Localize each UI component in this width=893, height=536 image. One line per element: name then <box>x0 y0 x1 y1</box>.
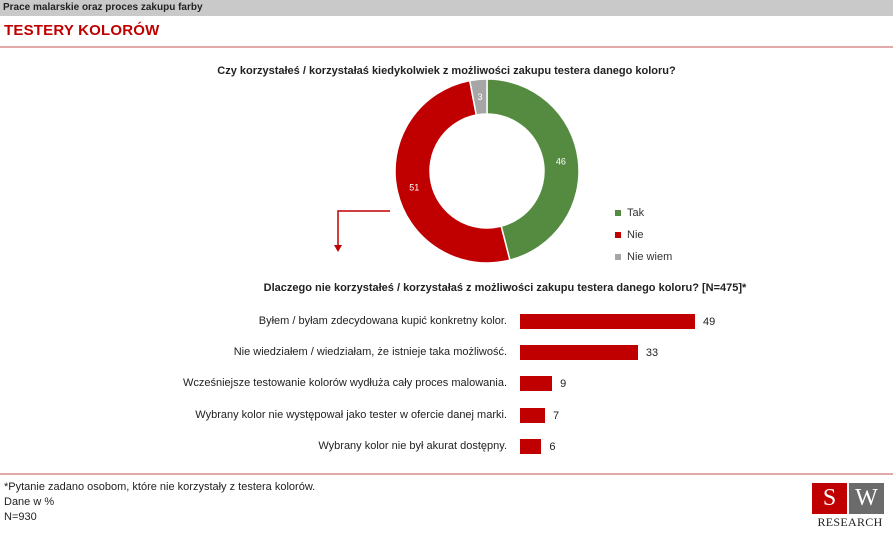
bar-question-title: Dlaczego nie korzystałeś / korzystałaś z… <box>263 282 747 294</box>
bar-value-label: 33 <box>645 347 659 359</box>
logo-text: RESEARCH <box>817 515 883 529</box>
donut-legend: Tak Nie Nie wiem <box>615 202 672 268</box>
donut-slice-nie-wiem-value-label: 3 <box>477 92 482 102</box>
donut-slice-nie <box>394 79 511 264</box>
bar-value-label: 6 <box>549 441 556 453</box>
bar-value-label: 7 <box>553 410 560 422</box>
bar-category-label: Wcześniejsze testowanie kolorów wydłuża … <box>182 377 507 389</box>
logo-letter-s: S <box>812 483 847 514</box>
sw-research-logo: S W RESEARCH <box>812 483 888 530</box>
donut-chart: 46 51 3 <box>394 78 580 264</box>
bar-value-label: 49 <box>703 316 716 328</box>
bar-row: Byłem / byłam zdecydowana kupić konkretn… <box>0 314 893 332</box>
donut-question-title: Czy korzystałeś / korzystałaś kiedykolwi… <box>217 65 676 77</box>
legend-label-nie-wiem: Nie wiem <box>627 251 673 263</box>
legend-item-tak: Tak <box>615 202 672 224</box>
legend-swatch-nie-wiem <box>615 254 621 260</box>
bar <box>520 345 638 360</box>
connector-arrow <box>334 210 390 252</box>
donut-slice-nie-value-label: 51 <box>409 182 419 192</box>
bar-row: Nie wiedziałem / wiedziałam, że istnieje… <box>0 345 893 363</box>
donut-slice-tak-value-label: 46 <box>556 157 566 167</box>
topbar-title: Prace malarskie oraz proces zakupu farby <box>3 2 203 13</box>
bottom-divider <box>0 473 893 475</box>
donut-slice-tak <box>486 78 580 262</box>
bar-row: Wybrany kolor nie był akurat dostępny. 6 <box>0 439 893 457</box>
footnote-line-1: *Pytanie zadano osobom, które nie korzys… <box>4 481 316 493</box>
section-title: TESTERY KOLORÓW <box>4 22 160 39</box>
bar <box>520 376 553 391</box>
legend-label-tak: Tak <box>627 207 645 219</box>
footnote-line-2: Dane w % <box>4 496 55 508</box>
logo-letter-w: W <box>849 483 884 514</box>
legend-label-nie: Nie <box>627 229 644 241</box>
bar-category-label: Wybrany kolor nie był akurat dostępny. <box>318 440 507 452</box>
report-topbar: Prace malarskie oraz proces zakupu farby <box>0 0 893 16</box>
footnote: *Pytanie zadano osobom, które nie korzys… <box>4 480 315 525</box>
donut-slice-nie-wiem <box>468 78 488 116</box>
top-divider <box>0 46 893 48</box>
legend-item-nie-wiem: Nie wiem <box>615 246 672 268</box>
legend-swatch-nie <box>615 232 621 238</box>
bar-row: Wybrany kolor nie występował jako tester… <box>0 408 893 426</box>
footnote-line-3: N=930 <box>4 511 37 523</box>
bar-category-label: Wybrany kolor nie występował jako tester… <box>195 409 507 421</box>
bar <box>520 439 542 454</box>
bar <box>520 408 545 423</box>
legend-swatch-tak <box>615 210 621 216</box>
bar <box>520 314 695 329</box>
bar-category-label: Nie wiedziałem / wiedziałam, że istnieje… <box>233 346 507 358</box>
bar-row: Wcześniejsze testowanie kolorów wydłuża … <box>0 376 893 394</box>
bar-category-label: Byłem / byłam zdecydowana kupić konkretn… <box>258 315 507 327</box>
bar-value-label: 9 <box>560 378 567 390</box>
legend-item-nie: Nie <box>615 224 672 246</box>
